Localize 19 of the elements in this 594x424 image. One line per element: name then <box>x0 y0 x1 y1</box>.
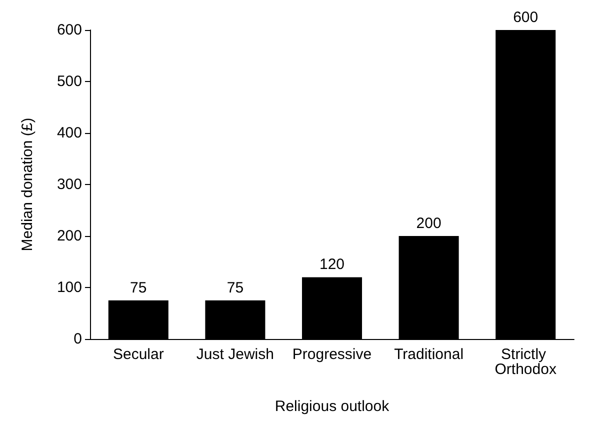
data-label: 75 <box>130 279 147 296</box>
x-tick-label: Just Jewish <box>196 346 274 363</box>
x-tick-label: Traditional <box>394 346 464 363</box>
y-tick-label: 300 <box>56 176 82 193</box>
y-tick-label: 500 <box>56 73 82 90</box>
y-tick-label: 200 <box>56 228 82 244</box>
data-label: 75 <box>226 279 244 296</box>
data-label: 600 <box>513 9 538 26</box>
x-tick-label: Progressive <box>292 346 372 363</box>
y-tick-label: 100 <box>56 279 82 296</box>
y-tick-label: 600 <box>56 22 82 38</box>
data-label: 120 <box>319 256 345 274</box>
y-tick-label: 400 <box>56 124 82 142</box>
x-tick-label: Secular <box>112 346 164 363</box>
data-label: 200 <box>416 215 442 232</box>
x-axis-title: Religious outlook <box>274 398 390 415</box>
y-axis-title: Median donation (£) <box>19 118 36 252</box>
x-tick-label: Strictly Orthodox <box>494 346 557 378</box>
y-tick-label: 0 <box>74 330 82 348</box>
